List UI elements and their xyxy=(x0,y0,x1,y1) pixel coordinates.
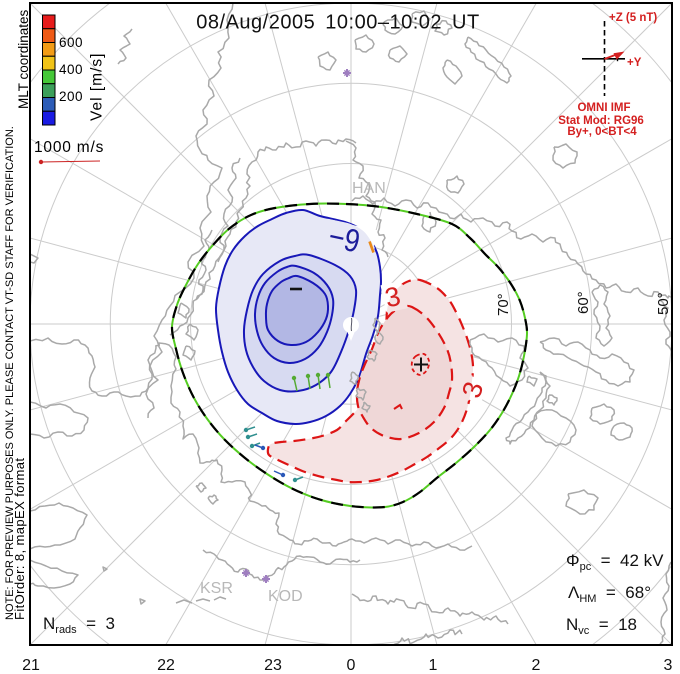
svg-text:2: 2 xyxy=(532,657,541,674)
svg-text:21: 21 xyxy=(22,657,40,674)
svg-text:−9: −9 xyxy=(325,219,363,260)
svg-text:HAN: HAN xyxy=(352,180,386,197)
svg-text:Φpc = 42 kV: Φpc = 42 kV xyxy=(566,551,664,573)
svg-text:1000 m/s: 1000 m/s xyxy=(34,139,104,156)
svg-text:MLT coordinates: MLT coordinates xyxy=(16,9,31,109)
svg-text:60°: 60° xyxy=(575,291,592,314)
svg-text:1: 1 xyxy=(429,657,438,674)
svg-text:Vel [m/s]: Vel [m/s] xyxy=(89,53,106,121)
svg-text:Nvc = 18: Nvc = 18 xyxy=(566,615,637,637)
svg-text:Nrads = 3: Nrads = 3 xyxy=(43,614,115,636)
svg-text:Stat Mod: RG96: Stat Mod: RG96 xyxy=(558,115,644,127)
svg-text:3: 3 xyxy=(664,657,673,674)
svg-text:22: 22 xyxy=(157,657,175,674)
svg-text:NOTE: FOR PREVIEW PURPOSES ONL: NOTE: FOR PREVIEW PURPOSES ONLY. PLEASE … xyxy=(4,126,16,620)
svg-text:FitOrder: 8, mapEX format: FitOrder: 8, mapEX format xyxy=(12,458,27,620)
svg-text:By+, 0<BT<4: By+, 0<BT<4 xyxy=(567,126,637,138)
svg-text:KSR: KSR xyxy=(200,580,233,597)
svg-text:0: 0 xyxy=(347,657,356,674)
svg-text:+Z (5 nT): +Z (5 nT) xyxy=(609,12,657,24)
svg-text:400: 400 xyxy=(59,62,83,77)
svg-text:600: 600 xyxy=(59,35,83,50)
svg-text:OMNI IMF: OMNI IMF xyxy=(577,102,630,114)
svg-text:3: 3 xyxy=(382,281,403,313)
svg-text:KOD: KOD xyxy=(268,588,303,605)
svg-text:200: 200 xyxy=(59,89,83,104)
svg-text:23: 23 xyxy=(264,657,282,674)
svg-text:+Y: +Y xyxy=(627,57,642,69)
svg-text:50°: 50° xyxy=(655,292,672,315)
svg-text:70°: 70° xyxy=(495,293,512,316)
svg-text:08/Aug/2005 10:00–10:02 UT: 08/Aug/2005 10:00–10:02 UT xyxy=(196,12,479,34)
